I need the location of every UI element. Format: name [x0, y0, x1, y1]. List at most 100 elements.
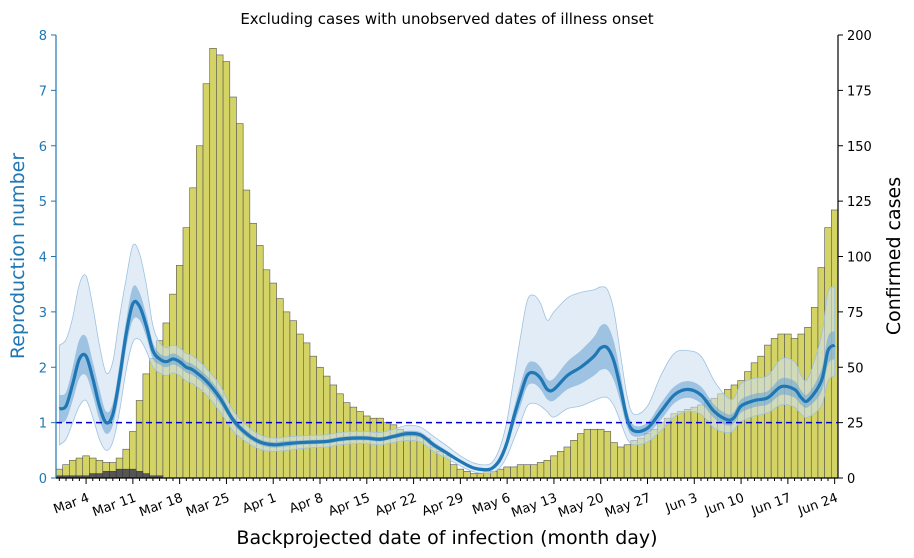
case-bar: [530, 464, 538, 479]
left-tick-label: 5: [39, 195, 47, 210]
case-bar: [516, 464, 525, 479]
case-bar: [663, 417, 672, 479]
case-bar: [456, 468, 465, 479]
case-bar: [536, 462, 545, 479]
x-tick-label: Jun 10: [702, 491, 747, 519]
case-bar: [289, 320, 297, 479]
case-bar: [69, 459, 77, 479]
dark-case-bar: [89, 473, 97, 479]
case-bar: [202, 83, 211, 479]
right-tick-label: 25: [847, 417, 864, 432]
right-y-axis: 0 25 50 75 100 125 150 175 200: [838, 29, 872, 487]
x-tick-label: May 27: [603, 491, 653, 521]
dark-case-bar: [109, 471, 117, 479]
case-bar: [683, 409, 692, 479]
dark-case-bar: [102, 471, 110, 479]
dark-case-bar: [122, 468, 130, 479]
case-bar: [323, 375, 331, 479]
x-tick-label: Mar 11: [91, 491, 139, 521]
dark-case-bar: [129, 468, 137, 479]
x-axis-label: Backprojected date of infection (month d…: [236, 527, 657, 549]
left-axis-label: Reproduction number: [7, 153, 29, 359]
case-bar: [282, 311, 291, 479]
x-tick-label: Apr 1: [241, 491, 279, 517]
case-bar: [510, 466, 518, 479]
case-bar: [369, 417, 378, 479]
x-tick-label: Mar 4: [52, 491, 92, 518]
case-bar: [169, 293, 177, 479]
case-bar: [296, 333, 304, 479]
case-bar: [309, 355, 317, 479]
x-tick-label: Jun 17: [749, 491, 794, 519]
left-tick-label: 7: [39, 84, 47, 99]
dark-case-bar: [115, 468, 124, 479]
left-tick-label: 0: [39, 472, 47, 487]
right-tick-label: 75: [847, 306, 864, 321]
right-tick-label: 50: [847, 361, 864, 376]
x-tick-label: Mar 18: [137, 491, 185, 521]
case-bar: [597, 428, 605, 479]
x-tick-label: Apr 15: [326, 491, 372, 520]
left-tick-label: 1: [39, 417, 47, 432]
left-y-axis: 0 1 2 3 4 5 6 7 8: [39, 29, 56, 487]
x-tick-label: Jun 3: [663, 491, 700, 517]
case-bar: [363, 415, 371, 479]
left-tick-label: 8: [39, 29, 47, 44]
dark-case-bar: [142, 473, 150, 479]
case-bar: [610, 442, 618, 479]
case-bar: [556, 451, 565, 479]
case-bar: [82, 455, 90, 479]
case-bar: [476, 473, 485, 479]
case-bar: [570, 440, 578, 479]
case-bar: [463, 471, 471, 479]
case-bar: [784, 333, 792, 479]
x-tick-label: Apr 29: [420, 491, 466, 520]
case-bar: [690, 406, 698, 479]
case-bar: [503, 466, 511, 479]
dark-case-bar: [135, 471, 144, 479]
case-bar: [189, 187, 197, 479]
case-bar: [302, 342, 311, 479]
case-bar: [135, 400, 144, 479]
left-tick-label: 3: [39, 306, 47, 321]
case-bar: [162, 322, 170, 479]
chart-title: Excluding cases with unobserved dates of…: [240, 10, 653, 28]
case-bar: [356, 411, 364, 479]
right-tick-label: 175: [847, 84, 872, 99]
case-bar: [376, 417, 384, 479]
case-bar: [142, 373, 150, 479]
left-tick-label: 2: [39, 361, 47, 376]
right-axis-label: Confirmed cases: [883, 177, 905, 335]
right-tick-label: 125: [847, 195, 872, 210]
right-tick-label: 100: [847, 251, 872, 266]
x-tick-label: Apr 8: [287, 491, 325, 517]
dark-case-bar: [95, 473, 104, 479]
x-tick-label: Apr 22: [373, 491, 419, 520]
left-tick-label: 6: [39, 140, 47, 155]
x-tick-label: May 6: [470, 491, 512, 519]
case-bar: [603, 431, 612, 479]
case-bar: [677, 411, 685, 479]
x-axis: Mar 4 Mar 11 Mar 18 Mar 25 Apr 1 Apr 8 Apr 15 A…: [52, 478, 840, 521]
left-tick-label: 4: [39, 251, 47, 266]
case-bar: [209, 47, 217, 479]
case-bar: [617, 446, 625, 479]
case-bar: [329, 384, 338, 479]
case-bar: [757, 355, 765, 479]
x-tick-label: Mar 25: [184, 491, 232, 521]
right-tick-label: 0: [847, 472, 855, 487]
case-bar: [583, 428, 592, 479]
case-bar: [523, 464, 531, 479]
case-bar: [623, 444, 632, 479]
case-bar: [550, 455, 558, 479]
case-bar: [196, 145, 204, 479]
case-bar: [149, 358, 157, 479]
case-bar: [75, 457, 84, 479]
x-tick-label: Jun 24: [795, 491, 840, 519]
case-bar: [630, 440, 638, 479]
right-tick-label: 150: [847, 140, 872, 155]
ci-band: [58, 243, 836, 474]
case-bar: [496, 468, 505, 479]
case-bar: [450, 464, 458, 479]
